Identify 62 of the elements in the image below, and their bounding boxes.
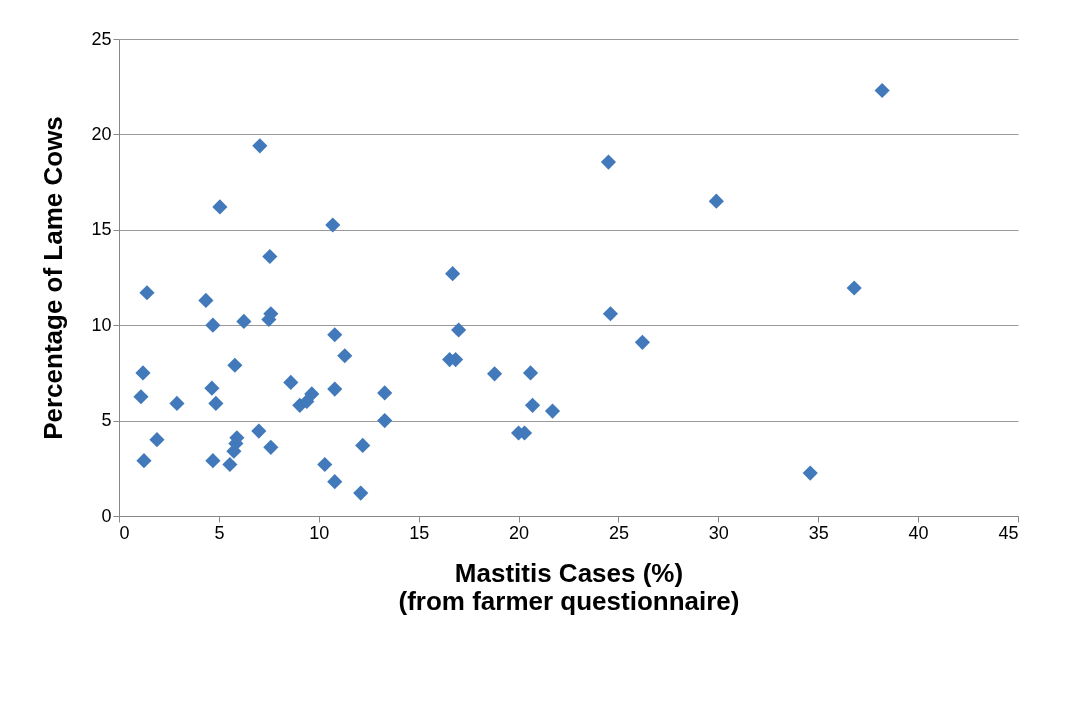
point (634, 334, 650, 350)
point (227, 357, 243, 373)
point (846, 280, 862, 296)
point (222, 456, 238, 473)
x-axis-title: Mastitis Cases (%) (from farmer questionnaire) (398, 557, 740, 616)
point (327, 474, 343, 490)
x-tick-label: 15 (409, 522, 430, 543)
x-tick-label: 0 (119, 522, 130, 543)
y-axis-title: Percentage of Lame Cows (38, 116, 69, 440)
point (325, 217, 341, 233)
y-tick-label: 15 (91, 219, 112, 240)
point (445, 266, 461, 282)
point (208, 395, 224, 412)
x-tick-label: 40 (908, 522, 929, 543)
y-tick-label: 25 (91, 28, 112, 49)
point (337, 348, 353, 364)
point (874, 82, 890, 99)
y-tick-label: 0 (101, 505, 112, 526)
point (353, 485, 369, 501)
point (708, 193, 724, 209)
x-tick-label: 5 (214, 522, 225, 543)
point (377, 385, 393, 401)
point (522, 365, 539, 381)
point (602, 306, 619, 322)
point (355, 437, 371, 453)
point (251, 423, 267, 439)
point (136, 453, 152, 469)
x-tick-label: 30 (708, 522, 729, 543)
point (236, 313, 252, 329)
point (524, 397, 541, 413)
point (212, 199, 228, 215)
point (262, 248, 278, 265)
point (283, 374, 299, 391)
point (263, 439, 279, 455)
point (600, 154, 617, 170)
x-tick-label: 10 (309, 522, 330, 543)
point (377, 413, 393, 429)
x-tick-label: 20 (509, 522, 530, 543)
point (544, 403, 561, 419)
y-tick-label: 10 (91, 314, 112, 335)
point (205, 317, 221, 333)
x-tick-label: 45 (998, 522, 1019, 543)
y-tick-label: 20 (91, 123, 112, 144)
point (133, 389, 149, 405)
point (327, 381, 343, 397)
point (135, 365, 151, 381)
point (149, 432, 165, 448)
point (327, 327, 343, 343)
point (317, 456, 333, 473)
point (304, 386, 320, 402)
x-tick-label: 25 (608, 522, 629, 543)
point (139, 285, 155, 301)
point (252, 138, 268, 154)
x-tick-label: 35 (808, 522, 829, 543)
point (204, 380, 220, 396)
point (169, 395, 185, 412)
point (487, 366, 503, 382)
point (205, 453, 221, 469)
point (802, 465, 818, 481)
point (451, 322, 467, 338)
point (198, 292, 214, 308)
y-tick-label: 5 (101, 410, 112, 431)
